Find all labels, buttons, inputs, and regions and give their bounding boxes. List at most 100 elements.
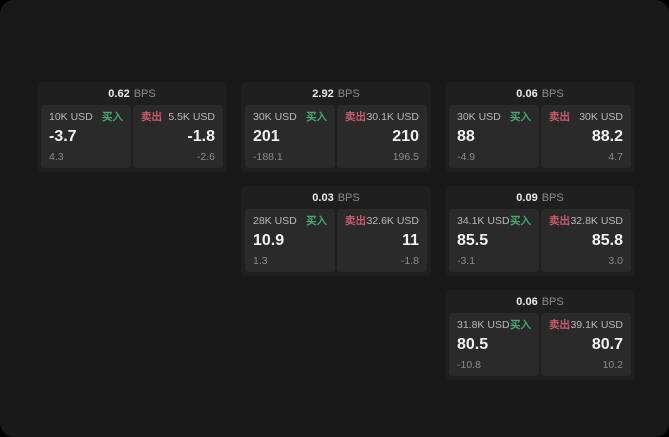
sell-change: 196.5 xyxy=(392,150,419,163)
sell-side-label: 卖出 xyxy=(345,111,366,123)
buy-panel[interactable]: 28K USD 买入 10.9 1.3 xyxy=(245,209,335,272)
sell-amount: 39.1K USD xyxy=(570,319,623,331)
bps-value: 0.09 xyxy=(516,191,538,204)
bps-unit-label: BPS xyxy=(133,87,156,100)
buy-amount: 30K USD xyxy=(457,111,501,123)
buy-panel-top: 31.8K USD 买入 xyxy=(457,320,531,331)
buy-change: 4.3 xyxy=(49,150,64,163)
quote-panels: 34.1K USD 买入 85.5 -3.1 卖出 32.8K USD 85.8… xyxy=(445,209,635,276)
cards-grid: 0.62 BPS 10K USD 买入 -3.7 4.3 卖出 5.5K USD… xyxy=(37,82,635,380)
card-header: 0.06 BPS xyxy=(445,290,635,313)
buy-side-label: 买入 xyxy=(510,215,531,227)
quote-panels: 10K USD 买入 -3.7 4.3 卖出 5.5K USD -1.8 -2.… xyxy=(37,105,227,172)
sell-price: 11 xyxy=(402,232,419,249)
quote-card: 0.03 BPS 28K USD 买入 10.9 1.3 卖出 32.6K US… xyxy=(241,186,431,276)
buy-panel-top: 30K USD 买入 xyxy=(457,112,531,123)
quote-card: 0.06 BPS 30K USD 买入 88 -4.9 卖出 30K USD 8… xyxy=(445,82,635,172)
card-header: 0.09 BPS xyxy=(445,186,635,209)
buy-amount: 30K USD xyxy=(253,111,297,123)
sell-side-label: 卖出 xyxy=(549,111,570,123)
buy-change: 1.3 xyxy=(253,254,268,267)
card-header: 2.92 BPS xyxy=(241,82,431,105)
buy-panel[interactable]: 30K USD 买入 88 -4.9 xyxy=(449,105,539,168)
sell-side-label: 卖出 xyxy=(549,319,570,331)
bps-value: 0.06 xyxy=(516,87,538,100)
card-header: 0.62 BPS xyxy=(37,82,227,105)
buy-panel[interactable]: 31.8K USD 买入 80.5 -10.8 xyxy=(449,313,539,376)
sell-panel-top: 卖出 5.5K USD xyxy=(141,112,215,123)
card-header: 0.06 BPS xyxy=(445,82,635,105)
buy-price: 85.5 xyxy=(457,232,489,249)
bps-unit-label: BPS xyxy=(541,87,564,100)
buy-side-label: 买入 xyxy=(510,319,531,331)
sell-change: -1.8 xyxy=(400,254,419,267)
card-header: 0.03 BPS xyxy=(241,186,431,209)
sell-panel-top: 卖出 32.8K USD xyxy=(549,216,623,227)
sell-panel[interactable]: 卖出 32.6K USD 11 -1.8 xyxy=(337,209,427,272)
buy-price: -3.7 xyxy=(49,128,77,145)
quote-card: 2.92 BPS 30K USD 买入 201 -188.1 卖出 30.1K … xyxy=(241,82,431,172)
buy-side-label: 买入 xyxy=(102,111,123,123)
bps-unit-label: BPS xyxy=(337,191,360,204)
bps-value: 0.62 xyxy=(108,87,130,100)
sell-price: -1.8 xyxy=(187,128,215,145)
sell-change: -2.6 xyxy=(196,150,215,163)
sell-panel[interactable]: 卖出 39.1K USD 80.7 10.2 xyxy=(541,313,631,376)
sell-price: 210 xyxy=(392,128,419,145)
quote-card: 0.06 BPS 31.8K USD 买入 80.5 -10.8 卖出 39.1… xyxy=(445,290,635,380)
buy-side-label: 买入 xyxy=(306,111,327,123)
sell-side-label: 卖出 xyxy=(345,215,366,227)
sell-side-label: 卖出 xyxy=(549,215,570,227)
bps-value: 0.03 xyxy=(312,191,334,204)
sell-side-label: 卖出 xyxy=(141,111,162,123)
sell-price: 80.7 xyxy=(591,336,623,353)
quote-panels: 28K USD 买入 10.9 1.3 卖出 32.6K USD 11 -1.8 xyxy=(241,209,431,276)
bps-value: 2.92 xyxy=(312,87,334,100)
buy-price: 88 xyxy=(457,128,475,145)
buy-panel[interactable]: 34.1K USD 买入 85.5 -3.1 xyxy=(449,209,539,272)
quote-card: 0.62 BPS 10K USD 买入 -3.7 4.3 卖出 5.5K USD… xyxy=(37,82,227,172)
sell-change: 4.7 xyxy=(608,150,623,163)
sell-change: 3.0 xyxy=(608,254,623,267)
buy-panel-top: 30K USD 买入 xyxy=(253,112,327,123)
sell-panel-top: 卖出 30.1K USD xyxy=(345,112,419,123)
buy-change: -188.1 xyxy=(253,150,283,163)
buy-panel-top: 28K USD 买入 xyxy=(253,216,327,227)
sell-panel-top: 卖出 32.6K USD xyxy=(345,216,419,227)
sell-amount: 5.5K USD xyxy=(168,111,215,123)
bps-unit-label: BPS xyxy=(337,87,360,100)
buy-panel[interactable]: 10K USD 买入 -3.7 4.3 xyxy=(41,105,131,168)
buy-side-label: 买入 xyxy=(510,111,531,123)
buy-price: 201 xyxy=(253,128,280,145)
quote-panels: 30K USD 买入 88 -4.9 卖出 30K USD 88.2 4.7 xyxy=(445,105,635,172)
buy-side-label: 买入 xyxy=(306,215,327,227)
buy-change: -3.1 xyxy=(457,254,476,267)
quote-panels: 31.8K USD 买入 80.5 -10.8 卖出 39.1K USD 80.… xyxy=(445,313,635,380)
sell-panel-top: 卖出 39.1K USD xyxy=(549,320,623,331)
buy-price: 80.5 xyxy=(457,336,489,353)
sell-panel[interactable]: 卖出 30.1K USD 210 196.5 xyxy=(337,105,427,168)
bps-unit-label: BPS xyxy=(541,295,564,308)
sell-price: 88.2 xyxy=(591,128,623,145)
sell-panel[interactable]: 卖出 32.8K USD 85.8 3.0 xyxy=(541,209,631,272)
sell-amount: 30.1K USD xyxy=(366,111,419,123)
sell-panel-top: 卖出 30K USD xyxy=(549,112,623,123)
sell-panel[interactable]: 卖出 30K USD 88.2 4.7 xyxy=(541,105,631,168)
buy-change: -10.8 xyxy=(457,358,481,371)
sell-change: 10.2 xyxy=(602,358,623,371)
buy-amount: 28K USD xyxy=(253,215,297,227)
buy-panel[interactable]: 30K USD 买入 201 -188.1 xyxy=(245,105,335,168)
sell-amount: 32.6K USD xyxy=(366,215,419,227)
buy-amount: 10K USD xyxy=(49,111,93,123)
buy-panel-top: 34.1K USD 买入 xyxy=(457,216,531,227)
sell-price: 85.8 xyxy=(591,232,623,249)
sell-amount: 32.8K USD xyxy=(570,215,623,227)
buy-price: 10.9 xyxy=(253,232,285,249)
buy-panel-top: 10K USD 买入 xyxy=(49,112,123,123)
sell-panel[interactable]: 卖出 5.5K USD -1.8 -2.6 xyxy=(133,105,223,168)
buy-amount: 34.1K USD xyxy=(457,215,510,227)
quote-panels: 30K USD 买入 201 -188.1 卖出 30.1K USD 210 1… xyxy=(241,105,431,172)
buy-change: -4.9 xyxy=(457,150,476,163)
bps-value: 0.06 xyxy=(516,295,538,308)
